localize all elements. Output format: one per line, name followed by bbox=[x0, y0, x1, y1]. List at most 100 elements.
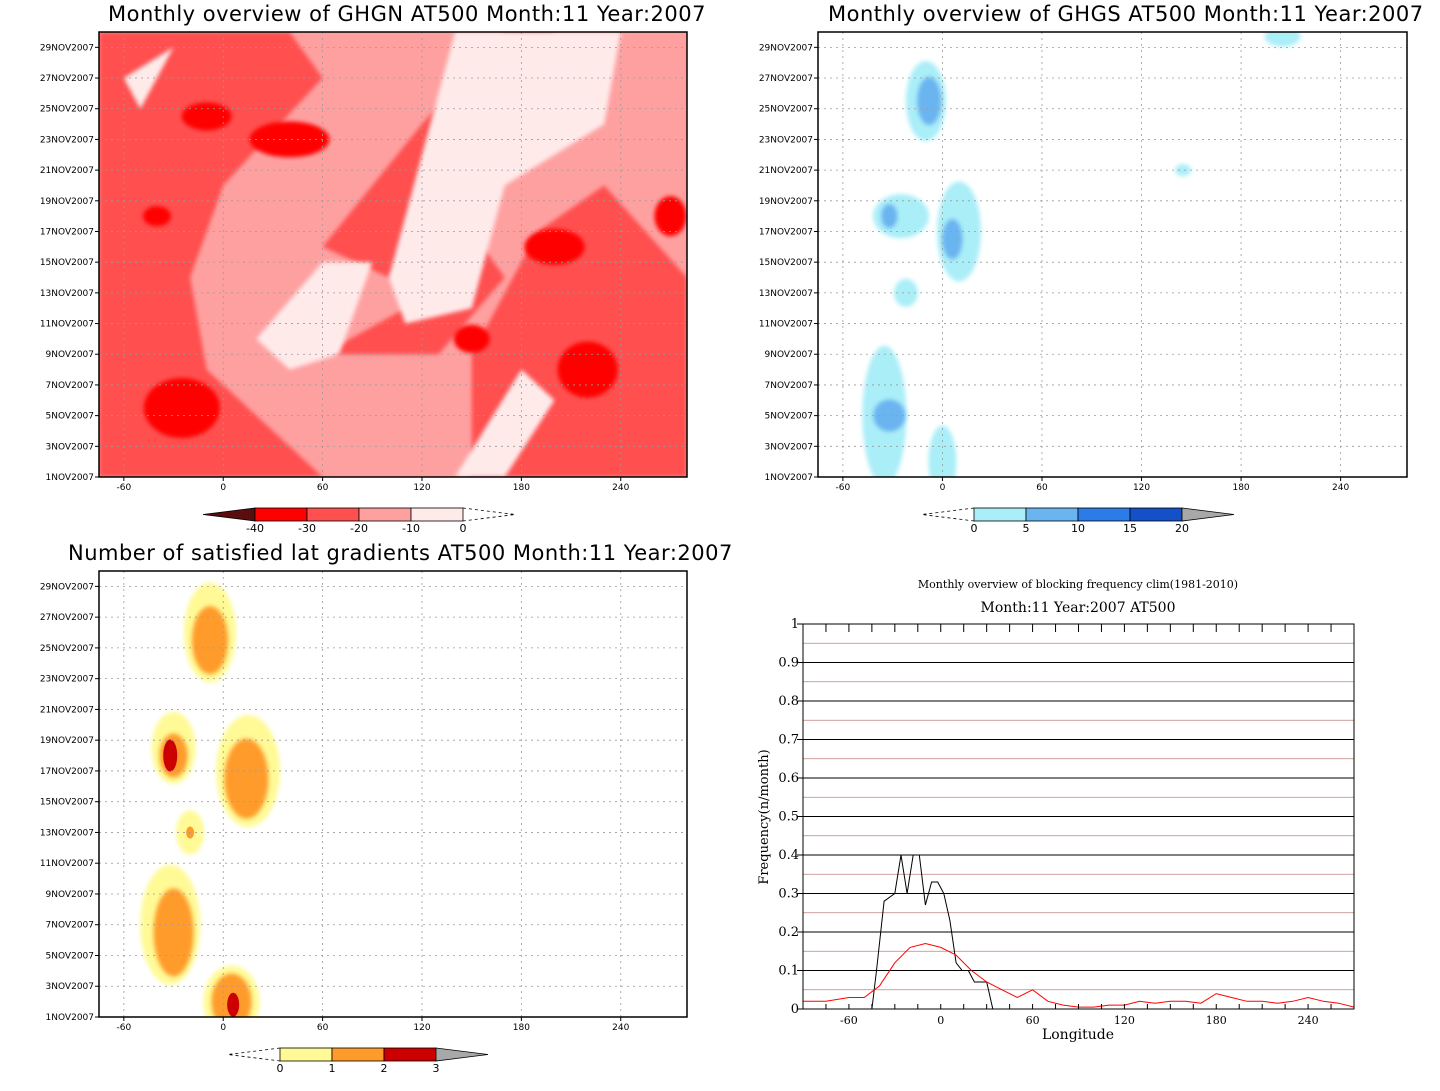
contour-band bbox=[99, 32, 323, 477]
x-tick-label: 240 bbox=[612, 1023, 629, 1033]
y-tick-label: 5NOV2007 bbox=[46, 412, 94, 422]
x-tick-label: -60 bbox=[840, 1014, 858, 1027]
contour-blob bbox=[142, 206, 171, 227]
y-tick-label: 23NOV2007 bbox=[759, 135, 813, 145]
freq-gridlines bbox=[803, 623, 1354, 1010]
colorbar-box bbox=[973, 507, 1027, 522]
y-tick-label: 1NOV2007 bbox=[46, 473, 94, 483]
grad-title: Number of satisfied lat gradients AT500 … bbox=[68, 541, 733, 565]
colorbar-label: 15 bbox=[1123, 522, 1137, 535]
colorbar-box bbox=[410, 507, 464, 522]
colorbar-box bbox=[279, 1047, 333, 1062]
colorbar-label: 0 bbox=[277, 1062, 284, 1075]
y-tick-label: 3NOV2007 bbox=[46, 442, 94, 452]
x-tick-label: 0 bbox=[940, 483, 946, 493]
contour-blob bbox=[524, 228, 585, 265]
y-tick-label: 27NOV2007 bbox=[40, 74, 94, 84]
colorbar-label: -40 bbox=[246, 522, 264, 535]
colorbar-label: 5 bbox=[1023, 522, 1030, 535]
contour-blob bbox=[191, 606, 228, 675]
colorbar-box bbox=[1129, 507, 1183, 522]
y-tick-label: 0.3 bbox=[778, 887, 799, 902]
colorbar-box bbox=[254, 507, 308, 522]
x-tick-label: -60 bbox=[836, 483, 851, 493]
y-tick-label: 19NOV2007 bbox=[40, 197, 94, 207]
contour-blob bbox=[249, 121, 330, 158]
colorbar-box bbox=[306, 507, 360, 522]
colorbar-label: 0 bbox=[971, 522, 978, 535]
y-tick-label: 7NOV2007 bbox=[46, 921, 94, 931]
x-tick-label: 180 bbox=[1206, 1014, 1227, 1027]
colorbar-extend-right bbox=[462, 507, 516, 522]
colorbar-extend-left bbox=[227, 1047, 281, 1062]
x-tick-label: 120 bbox=[1133, 483, 1150, 493]
colorbar-label: 0 bbox=[460, 522, 467, 535]
contour-blob bbox=[224, 738, 269, 819]
x-tick-label: 60 bbox=[317, 483, 329, 493]
y-tick-label: 0.1 bbox=[778, 964, 799, 979]
contour-band bbox=[256, 262, 373, 370]
y-tick-label: 0.9 bbox=[778, 656, 799, 671]
colorbar-extend-right bbox=[1181, 507, 1235, 522]
ghgn-title: Monthly overview of GHGN AT500 Month:11 … bbox=[108, 2, 706, 26]
x-tick-label: 240 bbox=[1332, 483, 1349, 493]
x-tick-label: 0 bbox=[220, 483, 226, 493]
colorbar-extend-left bbox=[202, 507, 256, 522]
y-tick-label: 9NOV2007 bbox=[765, 350, 813, 360]
contour-blob bbox=[1175, 164, 1192, 177]
x-tick-label: 180 bbox=[513, 483, 530, 493]
y-tick-label: 15NOV2007 bbox=[40, 798, 94, 808]
grad-frame bbox=[98, 570, 688, 1018]
x-tick-label: 0 bbox=[220, 1023, 226, 1033]
freq-panel: Monthly overview of blocking frequency c… bbox=[757, 578, 1355, 1043]
ghgs-frame bbox=[817, 31, 1408, 478]
contour-blob bbox=[917, 77, 942, 126]
x-tick-label: 60 bbox=[317, 1023, 329, 1033]
y-tick-label: 23NOV2007 bbox=[40, 135, 94, 145]
contour-blob bbox=[654, 196, 687, 237]
colorbar-extend-left bbox=[921, 507, 975, 522]
y-tick-label: 1NOV2007 bbox=[46, 1013, 94, 1023]
x-tick-label: -60 bbox=[116, 1023, 131, 1033]
y-tick-label: 3NOV2007 bbox=[46, 982, 94, 992]
climatology-line bbox=[803, 942, 1355, 1008]
grad-date-axis: 1NOV2007 3NOV2007 5NOV2007 7NOV2007 9NOV2007… bbox=[40, 582, 99, 1023]
colorbar-label: 20 bbox=[1175, 522, 1189, 535]
y-tick-label: 5NOV2007 bbox=[46, 951, 94, 961]
ghgn-panel: 1NOV2007 3NOV2007 5NOV2007 7NOV2007 9NOV2007… bbox=[40, 31, 688, 535]
y-tick-label: 11NOV2007 bbox=[759, 320, 813, 330]
y-tick-label: 25NOV2007 bbox=[759, 105, 813, 115]
contour-blob bbox=[143, 377, 220, 438]
colorbar-label: 1 bbox=[329, 1062, 336, 1075]
y-tick-label: 21NOV2007 bbox=[40, 705, 94, 715]
y-tick-label: 0.5 bbox=[778, 810, 799, 825]
y-tick-label: 11NOV2007 bbox=[40, 320, 94, 330]
contour-band bbox=[388, 32, 621, 324]
contour-blob bbox=[163, 739, 178, 772]
ghgs-field bbox=[862, 32, 1301, 477]
contour-blob bbox=[893, 278, 918, 307]
freq-y-axis: 0 0.1 0.2 0.3 0.4 0.5 0.6 0.7 0.8 0.9 1 bbox=[778, 617, 803, 1017]
contour-blob bbox=[557, 341, 618, 398]
y-tick-label: 1 bbox=[791, 617, 799, 632]
contour-blob bbox=[1264, 32, 1301, 47]
x-tick-label: 60 bbox=[1036, 483, 1048, 493]
ghgn-gridlines bbox=[99, 32, 687, 478]
y-tick-label: 19NOV2007 bbox=[40, 736, 94, 746]
y-tick-label: 9NOV2007 bbox=[46, 350, 94, 360]
x-tick-label: 0 bbox=[937, 1014, 944, 1027]
y-tick-label: 0.7 bbox=[778, 733, 799, 748]
contour-blob bbox=[181, 102, 232, 131]
grad-colorbar: 0 1 2 3 bbox=[227, 1047, 489, 1075]
y-tick-label: 19NOV2007 bbox=[759, 197, 813, 207]
colorbar-box bbox=[1025, 507, 1079, 522]
y-tick-label: 29NOV2007 bbox=[40, 582, 94, 592]
ghgs-title: Monthly overview of GHGS AT500 Month:11 … bbox=[828, 2, 1424, 26]
colorbar-label: -30 bbox=[298, 522, 316, 535]
x-tick-label: 120 bbox=[413, 483, 430, 493]
y-tick-label: 7NOV2007 bbox=[765, 381, 813, 391]
freq-ylabel: Frequency(n/month) bbox=[757, 749, 772, 884]
y-tick-label: 0.6 bbox=[778, 771, 799, 786]
contour-blob bbox=[153, 888, 194, 977]
